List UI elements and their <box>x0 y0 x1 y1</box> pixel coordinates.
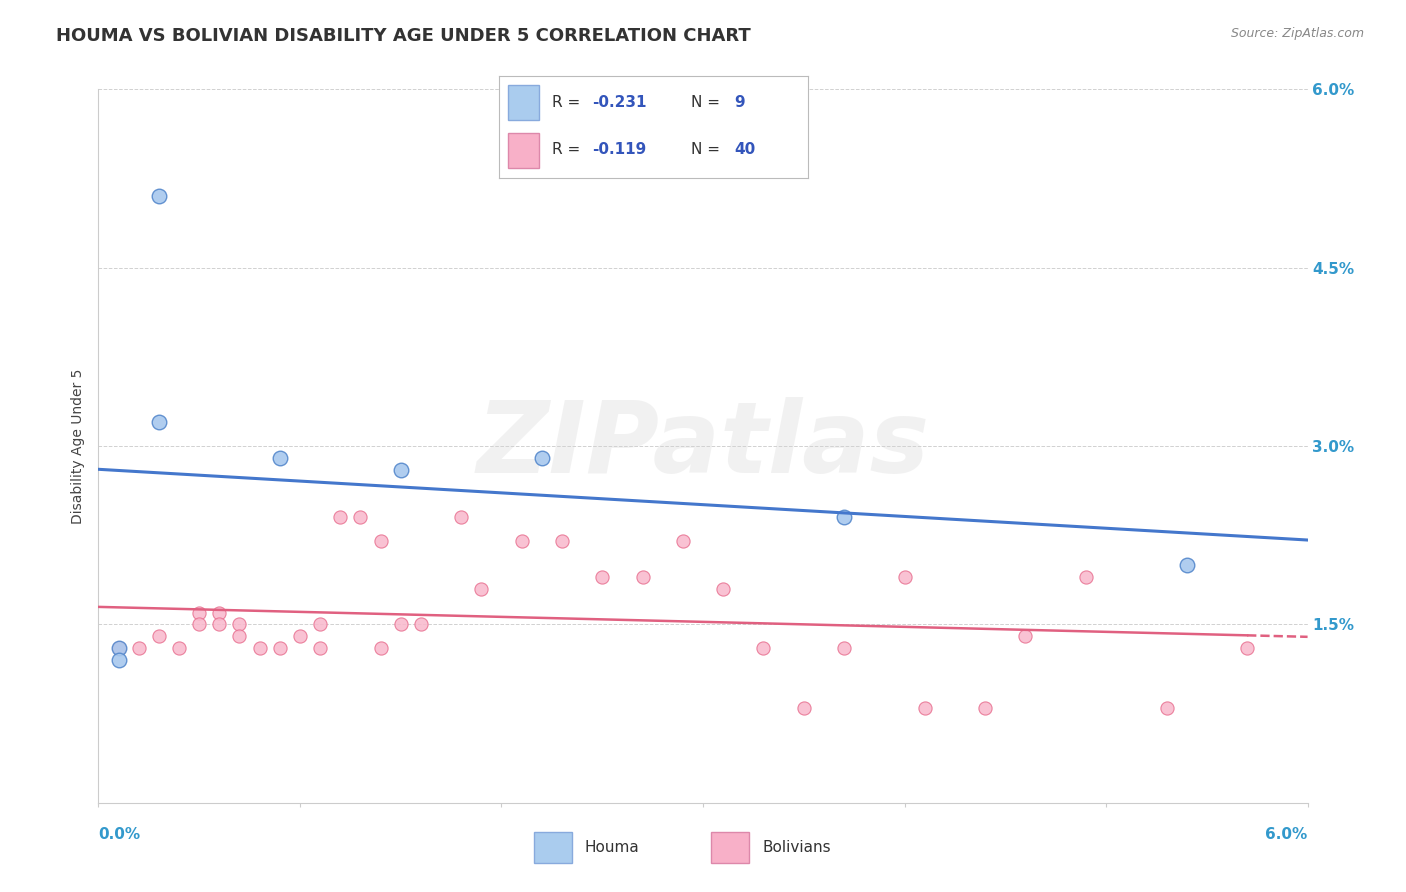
Point <box>1156 700 1178 714</box>
Point <box>167 641 190 656</box>
Point <box>1074 570 1097 584</box>
Point <box>148 415 170 429</box>
Point <box>249 641 271 656</box>
Text: R =: R = <box>551 142 585 157</box>
Point <box>288 629 311 643</box>
Point <box>914 700 936 714</box>
Point <box>893 570 915 584</box>
Text: 40: 40 <box>734 142 755 157</box>
Text: -0.119: -0.119 <box>592 142 647 157</box>
Point <box>107 641 129 656</box>
Text: Bolivians: Bolivians <box>762 840 831 855</box>
Point <box>228 629 250 643</box>
Point <box>309 641 332 656</box>
Point <box>107 653 129 667</box>
Point <box>269 450 291 465</box>
Point <box>188 617 211 632</box>
Text: ZIPatlas: ZIPatlas <box>477 398 929 494</box>
Text: -0.231: -0.231 <box>592 95 647 110</box>
Point <box>107 641 129 656</box>
Text: Houma: Houma <box>585 840 640 855</box>
Text: HOUMA VS BOLIVIAN DISABILITY AGE UNDER 5 CORRELATION CHART: HOUMA VS BOLIVIAN DISABILITY AGE UNDER 5… <box>56 27 751 45</box>
Point <box>188 606 211 620</box>
Point <box>832 641 855 656</box>
Point <box>752 641 775 656</box>
Text: N =: N = <box>690 95 724 110</box>
Bar <box>534 831 572 863</box>
Text: 0.0%: 0.0% <box>98 827 141 841</box>
Point <box>591 570 613 584</box>
Point <box>107 641 129 656</box>
Text: R =: R = <box>551 95 585 110</box>
Y-axis label: Disability Age Under 5: Disability Age Under 5 <box>72 368 86 524</box>
Point <box>389 617 412 632</box>
Point <box>128 641 150 656</box>
Point <box>370 641 392 656</box>
Point <box>389 463 412 477</box>
Point <box>1014 629 1036 643</box>
Point <box>208 606 231 620</box>
Point <box>309 617 332 632</box>
Point <box>148 189 170 203</box>
Point <box>711 582 734 596</box>
Point <box>551 534 574 549</box>
Point <box>832 510 855 524</box>
Point <box>974 700 997 714</box>
Point <box>148 629 170 643</box>
Point <box>1175 558 1198 572</box>
Point <box>269 641 291 656</box>
Point <box>329 510 352 524</box>
Bar <box>509 85 540 120</box>
Point <box>370 534 392 549</box>
Text: N =: N = <box>690 142 724 157</box>
Point <box>450 510 472 524</box>
Point <box>631 570 654 584</box>
Point <box>208 617 231 632</box>
Point <box>510 534 533 549</box>
Point <box>470 582 492 596</box>
Point <box>409 617 432 632</box>
Point <box>672 534 695 549</box>
Text: Source: ZipAtlas.com: Source: ZipAtlas.com <box>1230 27 1364 40</box>
Point <box>1236 641 1258 656</box>
Bar <box>509 133 540 168</box>
Text: 6.0%: 6.0% <box>1265 827 1308 841</box>
Text: 9: 9 <box>734 95 745 110</box>
Point <box>793 700 815 714</box>
Bar <box>711 831 749 863</box>
Point <box>530 450 553 465</box>
Point <box>228 617 250 632</box>
Point <box>349 510 371 524</box>
